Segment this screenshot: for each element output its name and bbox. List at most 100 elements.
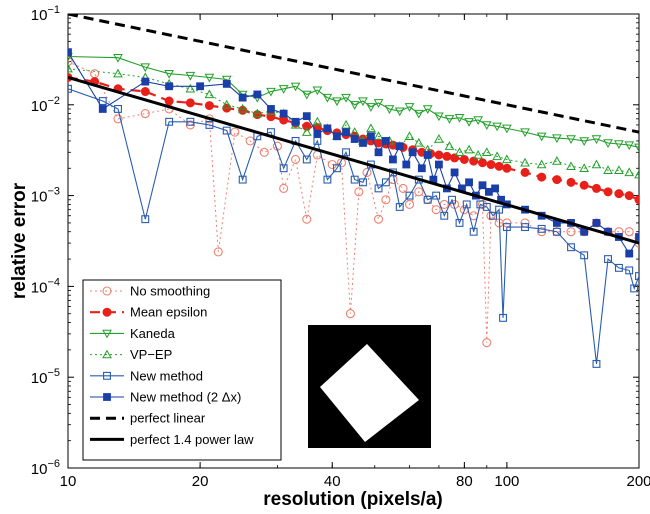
legend-label: perfect 1.4 power law — [130, 432, 254, 447]
marker-point — [486, 211, 496, 221]
marker-point — [635, 233, 639, 241]
marker-point — [478, 158, 488, 168]
marker-point — [520, 167, 530, 177]
marker-point — [301, 127, 312, 136]
marker-point — [634, 195, 639, 205]
marker-point — [238, 93, 247, 102]
inset-rotated-square — [320, 344, 419, 442]
marker-point — [635, 272, 639, 281]
y-tick-label: 10−4 — [31, 276, 60, 296]
marker-point — [102, 307, 112, 317]
marker-point — [448, 195, 456, 204]
legend-label: New method (2 Δx) — [130, 390, 241, 405]
marker-point — [434, 112, 444, 122]
marker-point — [580, 251, 589, 260]
marker-point — [442, 151, 452, 161]
marker-point — [566, 227, 576, 237]
marker-point — [205, 120, 214, 129]
marker-point — [614, 165, 624, 174]
marker-point — [464, 144, 474, 154]
marker-point — [481, 147, 492, 156]
marker-point — [185, 120, 195, 130]
marker-point — [591, 135, 602, 145]
marker-point — [404, 199, 415, 209]
marker-point — [389, 155, 397, 164]
marker-point — [423, 195, 432, 204]
x-tick-label: 40 — [324, 473, 341, 490]
marker-point — [414, 187, 424, 197]
y-tick-label: 10−3 — [31, 186, 60, 206]
marker-point — [341, 119, 351, 129]
x-tick-label: 100 — [494, 473, 519, 490]
marker-point — [520, 128, 530, 138]
marker-point — [98, 105, 107, 113]
series-layer — [68, 14, 639, 368]
marker-point — [222, 79, 231, 88]
marker-point — [102, 329, 112, 339]
marker-point — [422, 105, 433, 114]
marker-point — [465, 178, 473, 187]
marker-point — [566, 135, 576, 145]
marker-point — [603, 165, 613, 174]
marker-point — [521, 223, 529, 232]
marker-point — [450, 168, 459, 177]
marker-point — [567, 243, 575, 252]
marker-point — [98, 97, 107, 105]
marker-point — [252, 108, 263, 118]
marker-point — [394, 107, 405, 117]
marker-point — [625, 266, 634, 275]
marker-point — [536, 132, 547, 142]
marker-point — [186, 117, 195, 126]
marker-point — [444, 141, 455, 150]
marker-point — [373, 214, 384, 224]
marker-point — [625, 249, 634, 258]
marker-point — [279, 183, 289, 193]
marker-point — [113, 68, 123, 78]
marker-point — [350, 175, 359, 184]
marker-point — [367, 132, 375, 141]
legend-label: Kaneda — [130, 326, 176, 341]
marker-point — [213, 247, 223, 257]
y-tick-label: 10−6 — [31, 458, 60, 478]
y-axis-title: relative error — [9, 182, 30, 299]
marker-point — [164, 70, 174, 79]
marker-point — [473, 116, 483, 126]
marker-point — [614, 189, 624, 199]
marker-point — [114, 105, 122, 113]
marker-point — [185, 71, 196, 81]
marker-point — [405, 191, 414, 200]
series-line — [68, 76, 639, 245]
marker-point — [68, 56, 73, 67]
marker-point — [469, 227, 478, 236]
marker-point — [185, 98, 195, 108]
marker-point — [342, 128, 350, 137]
marker-point — [103, 371, 111, 380]
marker-point — [253, 90, 262, 99]
marker-point — [103, 393, 111, 401]
x-tick-label: 200 — [626, 473, 650, 490]
marker-point — [502, 154, 512, 164]
marker-point — [238, 175, 247, 184]
marker-point — [566, 161, 576, 171]
marker-point — [502, 223, 511, 232]
marker-point — [141, 215, 150, 224]
marker-point — [222, 126, 231, 135]
marker-point — [592, 359, 601, 368]
legend-label: perfect linear — [130, 411, 206, 426]
marker-point — [552, 156, 562, 165]
marker-point — [290, 82, 301, 92]
marker-point — [634, 143, 639, 153]
marker-point — [366, 123, 376, 133]
marker-point — [230, 127, 240, 137]
marker-point — [630, 284, 639, 293]
marker-point — [279, 109, 288, 118]
marker-point — [267, 105, 275, 113]
marker-point — [552, 227, 561, 236]
marker-point — [481, 121, 492, 130]
marker-point — [482, 338, 492, 348]
marker-point — [566, 177, 576, 187]
marker-point — [342, 148, 350, 157]
marker-point — [432, 191, 441, 200]
marker-point — [350, 135, 359, 143]
x-tick-label: 20 — [192, 473, 209, 490]
